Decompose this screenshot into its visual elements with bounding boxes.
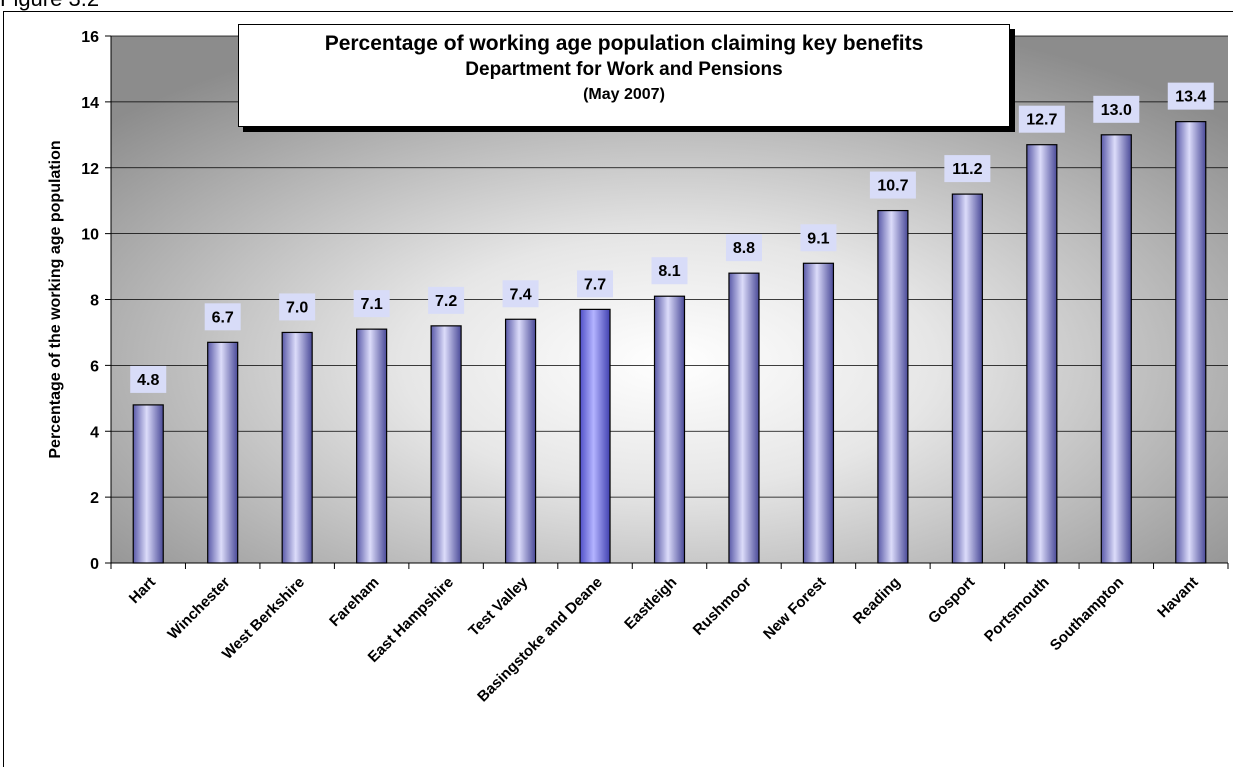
data-labels: 4.8 6.7 7.0 7.1 7.2 7.4 7.7 8.1 8.8 9.1 10.7 11.2 12…	[130, 82, 1214, 393]
data-label-box	[869, 171, 916, 199]
chart-title-box: Percentage of working age population cla…	[238, 24, 1010, 127]
y-axis-title: Percentage of the working age population	[47, 140, 64, 458]
data-label-box	[353, 290, 390, 318]
data-label: 7.1	[361, 296, 383, 313]
x-tick-label: Gosport	[925, 574, 978, 627]
x-tick-label: Eastleigh	[621, 574, 680, 633]
data-label: 8.8	[733, 240, 755, 257]
data-label-box	[502, 280, 539, 308]
bar	[728, 272, 760, 564]
bar	[207, 341, 239, 564]
x-tick-label: New Forest	[760, 574, 829, 643]
data-label: 7.0	[286, 299, 308, 316]
bars	[132, 121, 1207, 564]
data-label-box	[577, 270, 614, 298]
bar	[951, 193, 983, 564]
x-tick-label: Basingstoke and Deane	[474, 574, 606, 706]
bar	[579, 308, 611, 564]
data-label-box	[944, 155, 991, 183]
x-tick-label: Test Valley	[465, 573, 532, 640]
data-label-box	[204, 303, 241, 331]
y-tick-label: 16	[81, 29, 99, 46]
y-tick-label: 2	[90, 490, 99, 507]
chart-date-note: (May 2007)	[583, 86, 665, 103]
x-tick-label: Winchester	[164, 574, 233, 643]
x-tick-label: Reading	[850, 574, 904, 628]
data-label: 13.0	[1101, 102, 1132, 119]
data-label-box	[428, 286, 465, 314]
chart-title: Percentage of working age population cla…	[324, 32, 924, 55]
x-tick-label: Havant	[1154, 574, 1201, 621]
data-label: 7.2	[435, 293, 457, 310]
data-label: 7.7	[584, 276, 606, 293]
data-label-box	[1093, 95, 1140, 123]
bar	[430, 325, 462, 564]
data-label-box	[725, 234, 762, 262]
chart-subtitle: Department for Work and Pensions	[465, 59, 783, 80]
bar	[132, 404, 164, 564]
x-tick-label: Rushmoor	[690, 574, 755, 639]
data-label: 7.4	[509, 286, 531, 303]
bar	[281, 331, 313, 564]
bar	[1026, 144, 1058, 564]
bar	[802, 262, 835, 564]
data-label: 12.7	[1026, 112, 1057, 129]
y-tick-label: 8	[90, 293, 99, 310]
bar	[504, 318, 537, 564]
x-tick-label: Hart	[126, 574, 159, 607]
y-tick-label: 6	[90, 358, 99, 375]
x-tick-label: Southampton	[1047, 574, 1127, 654]
data-label-box	[651, 257, 688, 285]
figure-frame	[3, 11, 1233, 767]
data-label-box	[130, 365, 167, 393]
x-tick-label: Fareham	[326, 574, 382, 630]
bar	[356, 328, 388, 564]
y-tick-label: 0	[90, 556, 99, 573]
data-label-box	[279, 293, 316, 321]
bar	[653, 295, 686, 564]
data-label-box	[1167, 82, 1214, 110]
bar	[1100, 134, 1132, 564]
data-label: 6.7	[212, 309, 234, 326]
data-label-box	[800, 224, 837, 252]
y-tick-label: 4	[90, 424, 99, 441]
y-tick-label: 14	[81, 95, 99, 112]
data-label: 13.4	[1175, 89, 1206, 106]
y-tick-label: 12	[81, 161, 99, 178]
y-tick-label: 10	[81, 227, 99, 244]
bar	[877, 209, 909, 564]
data-label: 8.1	[658, 263, 680, 280]
data-label: 10.7	[877, 178, 908, 195]
bar	[1175, 121, 1207, 564]
x-tick-label: West Berkshire	[219, 574, 308, 663]
data-label: 9.1	[807, 230, 829, 247]
x-tick-label: Portsmouth	[981, 574, 1053, 646]
data-label-box	[1018, 105, 1065, 133]
figure-label: Figure 3.2	[0, 0, 99, 12]
data-label: 11.2	[952, 161, 982, 178]
data-label: 4.8	[137, 372, 159, 389]
